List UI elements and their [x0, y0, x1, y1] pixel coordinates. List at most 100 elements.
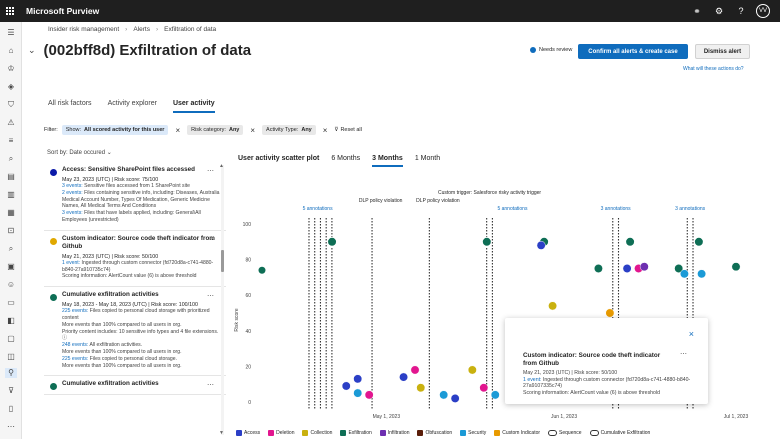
list-icon[interactable]: ≡	[8, 136, 14, 145]
tag-icon[interactable]: ◈	[7, 82, 15, 91]
trophy-icon[interactable]: ♔	[7, 64, 15, 73]
legend-item[interactable]: Access	[236, 430, 260, 436]
risk-category-filter[interactable]: Risk category: Any	[187, 125, 244, 135]
more-options-icon[interactable]: ⋯	[680, 351, 687, 358]
reset-all-button[interactable]: ⊽ Reset all	[334, 127, 361, 133]
menu-icon[interactable]: ☰	[7, 28, 15, 37]
confirm-alerts-button[interactable]: Confirm all alerts & create case	[578, 44, 688, 59]
annotation-label[interactable]: 5 annotations	[497, 206, 528, 212]
app-title[interactable]: Microsoft Purview	[26, 6, 100, 16]
tab-all-risk-factors[interactable]: All risk factors	[48, 100, 92, 107]
data-point[interactable]	[731, 262, 741, 272]
more-options-icon[interactable]: ⋯	[207, 382, 214, 390]
help-link[interactable]: What will these actions do?	[683, 66, 744, 72]
more-icon[interactable]: ⋯	[7, 422, 15, 431]
annotation-label[interactable]: 3 annotations	[601, 206, 632, 212]
data-point[interactable]	[353, 388, 363, 398]
sort-dropdown[interactable]: Sort by: Date occured ⌄	[47, 149, 112, 156]
shield-icon[interactable]: ⛉	[8, 100, 14, 109]
close-icon[interactable]: ×	[322, 125, 328, 135]
data-point[interactable]	[536, 240, 546, 250]
chart-icon[interactable]: ▥	[7, 190, 15, 199]
data-point[interactable]	[479, 383, 489, 393]
activity-card[interactable]: Access: Sensitive SharePoint files acces…	[44, 162, 226, 231]
tooltip-event-link[interactable]: 1 event:	[523, 377, 542, 383]
dismiss-alert-button[interactable]: Dismiss alert	[695, 44, 750, 59]
avatar[interactable]: VV	[756, 4, 770, 18]
range-1-month[interactable]: 1 Month	[414, 155, 441, 162]
warning-icon[interactable]: ⚠	[7, 118, 15, 127]
search-icon[interactable]: ⌕	[8, 154, 14, 163]
activity-type-filter[interactable]: Activity Type: Any	[262, 125, 316, 135]
more-options-icon[interactable]: ⋯	[207, 236, 214, 244]
data-point[interactable]	[605, 308, 615, 318]
tab-user-activity[interactable]: User activity	[172, 100, 215, 113]
share-icon[interactable]: ⚭	[693, 5, 701, 16]
activity-card[interactable]: Custom indicator: Source code theft indi…	[44, 231, 226, 288]
help-icon[interactable]: ?	[738, 6, 744, 16]
data-point[interactable]	[439, 390, 449, 400]
calendar-icon[interactable]: ▢	[7, 334, 15, 343]
breadcrumb-item[interactable]: Alerts	[133, 26, 150, 33]
legend-item[interactable]: Collection	[302, 430, 332, 436]
legend-item[interactable]: Sequence	[548, 430, 582, 436]
data-point[interactable]	[364, 390, 374, 400]
insider-risk-icon[interactable]: ⚲	[5, 368, 17, 378]
legend-item[interactable]: Custom Indicator	[494, 430, 540, 436]
legend-item[interactable]: Obfuscation	[417, 430, 452, 436]
data-point[interactable]	[467, 365, 477, 375]
annotation-label[interactable]: 5 annotations	[303, 206, 334, 212]
app-launcher-icon[interactable]	[6, 7, 15, 16]
trash-icon[interactable]: ▯	[8, 404, 14, 413]
range-6-months[interactable]: 6 Months	[331, 155, 361, 162]
magnifier-icon[interactable]: ⌕	[8, 244, 14, 253]
more-options-icon[interactable]: ⋯	[207, 168, 214, 175]
events-link[interactable]: 225 events:	[62, 308, 89, 315]
close-icon[interactable]: ×	[688, 329, 694, 339]
tab-activity-explorer[interactable]: Activity explorer	[107, 100, 157, 107]
events-link[interactable]: 3 events:	[62, 210, 83, 217]
filter-icon[interactable]: ⊽	[8, 386, 14, 395]
lock-icon[interactable]: ⊡	[7, 226, 15, 235]
clipboard-icon[interactable]: ◫	[7, 352, 15, 361]
data-point[interactable]	[674, 264, 684, 273]
data-point[interactable]	[593, 264, 603, 273]
data-point[interactable]	[450, 393, 460, 403]
scroll-up-icon[interactable]: ▲	[219, 163, 224, 169]
scroll-down-icon[interactable]: ▼	[219, 430, 224, 436]
events-link[interactable]: 225 events:	[62, 355, 89, 362]
data-point[interactable]	[399, 372, 409, 382]
events-link[interactable]: 1 event:	[62, 259, 81, 266]
settings-icon[interactable]: ⚙	[714, 5, 724, 16]
breadcrumb-item[interactable]: Insider risk management	[48, 26, 120, 33]
range-3-months[interactable]: 3 Months	[372, 155, 403, 167]
legend-item[interactable]: Security	[460, 430, 486, 436]
show-filter[interactable]: Show: All scored activity for this user	[61, 125, 169, 135]
people-icon[interactable]: ☺	[6, 280, 16, 289]
data-point[interactable]	[353, 374, 363, 384]
legend-item[interactable]: Exfiltration	[340, 430, 372, 436]
notebook-icon[interactable]: ▣	[7, 262, 15, 271]
more-options-icon[interactable]: ⋯	[207, 293, 214, 301]
data-point[interactable]	[416, 383, 426, 393]
chevron-down-icon[interactable]: ⌄	[28, 45, 36, 55]
close-icon[interactable]: ×	[250, 125, 256, 135]
scrollbar-thumb[interactable]	[221, 250, 224, 272]
report-icon[interactable]: ▦	[7, 208, 15, 217]
activity-card[interactable]: Cumulative exfiltration activities ⋯	[44, 376, 226, 396]
data-point[interactable]	[622, 264, 632, 273]
data-point[interactable]	[410, 365, 420, 375]
data-point[interactable]	[548, 301, 558, 311]
data-point[interactable]	[639, 262, 649, 272]
home-icon[interactable]: ⌂	[8, 46, 14, 55]
annotation-label[interactable]: 3 annotations	[675, 206, 706, 212]
data-point[interactable]	[697, 269, 707, 279]
policy-icon[interactable]: ◧	[7, 316, 15, 325]
activity-card[interactable]: Cumulative exfiltration activities ⋯ May 1…	[44, 287, 226, 377]
close-icon[interactable]: ×	[175, 125, 181, 135]
scrollbar-track[interactable]	[221, 165, 224, 435]
data-point[interactable]	[341, 381, 351, 391]
legend-item[interactable]: Deletion	[268, 430, 294, 436]
document-icon[interactable]: ▤	[7, 172, 15, 181]
legend-item[interactable]: Infiltration	[379, 430, 409, 436]
